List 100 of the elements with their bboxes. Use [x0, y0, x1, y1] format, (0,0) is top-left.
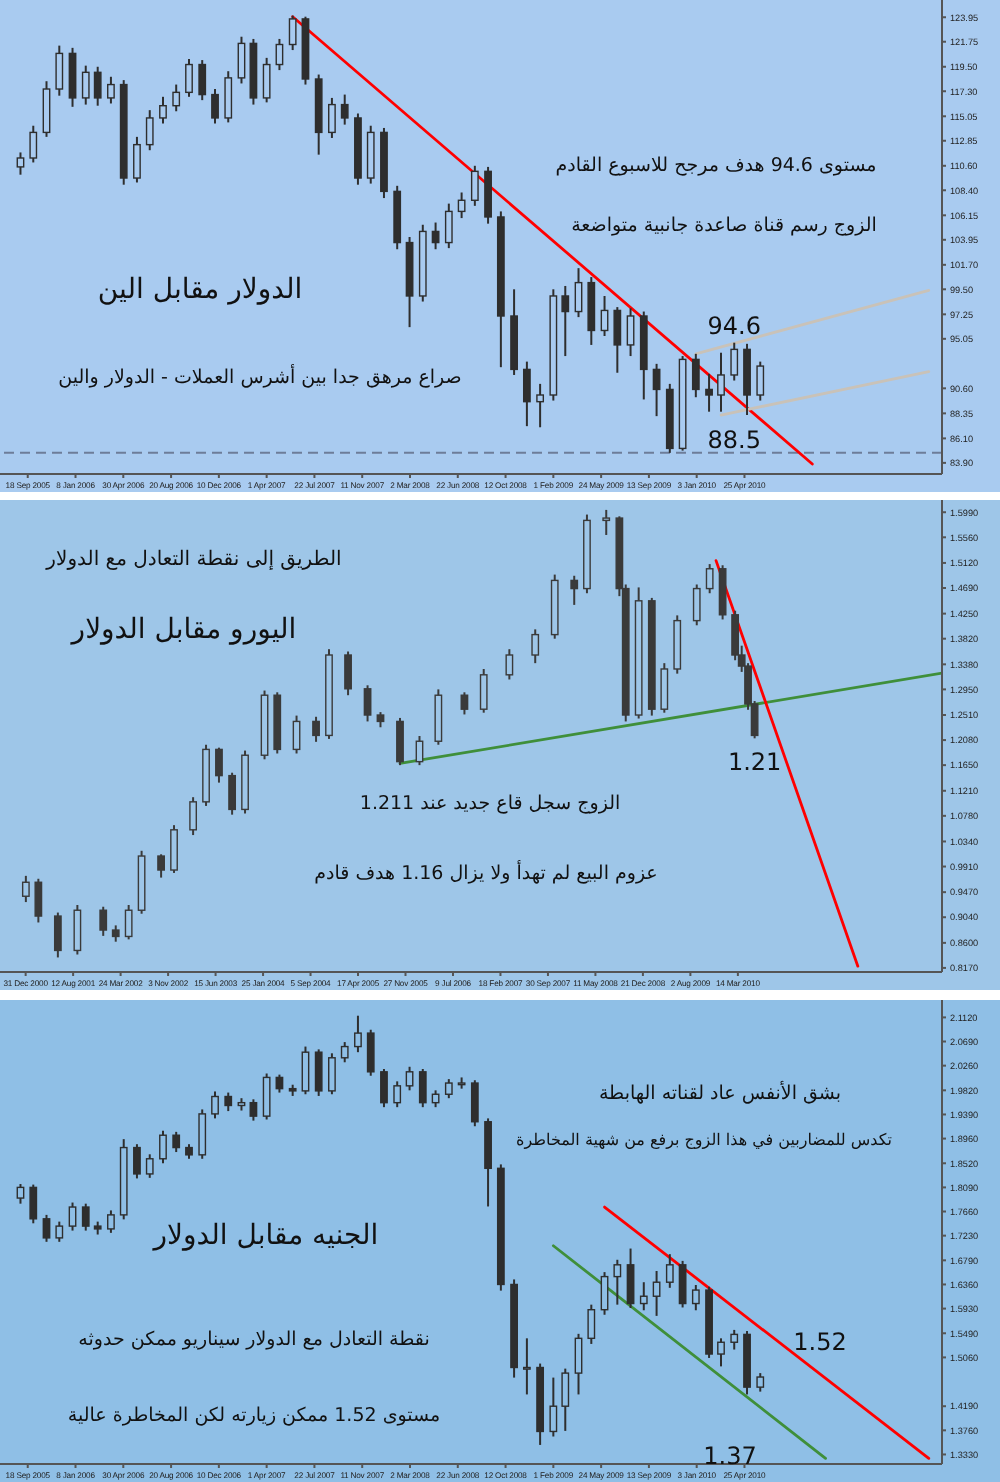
text: الجنيه مقابل الدولار [153, 1220, 379, 1252]
candlestick [574, 1332, 583, 1396]
candlestick [536, 382, 545, 429]
candlestick [189, 796, 198, 837]
candlestick [159, 1129, 167, 1165]
annotation: مستوى 1.52 ممكن زيارته لكن المخاطرة عالية [67, 1405, 441, 1427]
candlestick [145, 1153, 154, 1179]
candlestick [224, 1091, 233, 1113]
candlestick [237, 35, 246, 85]
candlestick [73, 903, 82, 956]
candlestick [756, 360, 765, 402]
candlestick [34, 877, 43, 924]
candlestick [678, 1259, 687, 1309]
text: الدولار مقابل الين [97, 274, 303, 306]
candlestick [396, 716, 404, 767]
candlestick [470, 1079, 479, 1128]
candlestick [288, 14, 297, 52]
candlestick [444, 1078, 453, 1100]
candlestick [262, 56, 271, 104]
candlestick [366, 124, 375, 185]
candlestick [705, 372, 713, 413]
candlestick [172, 1130, 181, 1154]
candlestick [16, 151, 25, 176]
candlestick [505, 648, 514, 681]
candlestick [479, 667, 488, 714]
candlestick [314, 1048, 323, 1097]
annotation: 94.6 [707, 311, 761, 340]
candlestick [626, 307, 635, 358]
candlestick [328, 96, 336, 139]
candlestick [107, 1209, 115, 1234]
candlestick [363, 684, 372, 723]
candlestick [170, 824, 178, 874]
annotation: صراع مرهق جدا بين أشرس العملات - الدولار والين [58, 367, 462, 389]
candlestick [366, 1028, 375, 1077]
candlestick [228, 771, 237, 816]
candlestick [354, 1014, 362, 1054]
candlestick [470, 164, 479, 207]
candlestick [340, 93, 349, 126]
candlestick [68, 1201, 77, 1232]
candlestick [561, 284, 570, 358]
candlestick [613, 1258, 622, 1306]
candlestick [418, 1068, 427, 1109]
candlestick [185, 57, 193, 98]
candlestick [587, 1303, 596, 1345]
candlestick [691, 352, 700, 399]
candlestick [157, 853, 165, 879]
text: اليورو مقابل الدولار [71, 614, 297, 646]
candlestick [717, 351, 725, 413]
candlestick [312, 715, 320, 743]
candlestick [53, 911, 62, 959]
candlestick [531, 628, 540, 665]
candlestick [717, 1337, 725, 1368]
annotation: نقطة التعادل مع الدولار سيناريو ممكن حدوثه [78, 1329, 430, 1351]
candlestick [301, 1045, 310, 1096]
candlestick [99, 905, 108, 937]
candlestick [380, 1068, 388, 1109]
candlestick [224, 70, 233, 124]
annotation: تكدس للمضاربين في هذا الزوج برفع من شهية المخاطرة [516, 1131, 892, 1149]
candlestick [639, 1281, 648, 1312]
annotation: مستوى 94.6 هدف مرجح للاسبوع القادم [555, 155, 877, 177]
candlestick [549, 1376, 558, 1438]
candlestick [107, 75, 115, 105]
candlestick [29, 1183, 38, 1225]
candlestick [522, 1337, 531, 1396]
candlestick [405, 1065, 414, 1092]
candlestick [55, 1220, 64, 1243]
annotation: 1.52 [793, 1328, 847, 1356]
annotation: الزوج رسم قناة صاعدة جانبية متواضعة [571, 215, 877, 237]
annotation: 1.37 [703, 1442, 757, 1470]
candlestick [211, 88, 219, 125]
candlestick [665, 1253, 674, 1289]
candlestick [159, 95, 167, 125]
candlestick [93, 65, 102, 107]
text: الطريق إلى نقطة التعادل مع الدولار [46, 549, 342, 571]
candlestick [172, 83, 181, 113]
candlestick [16, 1183, 25, 1205]
candlestick [328, 1052, 336, 1096]
candlestick [42, 1213, 51, 1243]
candlestick [262, 1072, 271, 1121]
annotation: بشق الأنفس عاد لقناته الهابطة [598, 1083, 842, 1105]
candlestick [68, 46, 77, 108]
candlestick [198, 59, 207, 102]
candlestick [434, 688, 443, 746]
annotation: عزوم البيع لم تهدأ ولا يزال 1.16 هدف قادم [314, 863, 658, 885]
candlestick [730, 1328, 739, 1351]
annotation: 1.21 [727, 748, 782, 777]
candlestick [522, 360, 531, 428]
candlestick [42, 80, 51, 138]
candlestick [124, 903, 133, 941]
candlestick [756, 1372, 765, 1393]
candlestick [457, 191, 466, 220]
candlestick [660, 662, 669, 714]
annotation: 88.5 [707, 425, 761, 454]
candlestick [81, 1202, 90, 1232]
candlestick [249, 1098, 258, 1122]
candlestick [198, 1108, 207, 1160]
candlestick [602, 508, 611, 536]
candlestick [691, 1284, 700, 1312]
annotation: الزوج سجل قاع جديد عند 1.211 [359, 793, 621, 815]
candlestick [718, 564, 727, 621]
